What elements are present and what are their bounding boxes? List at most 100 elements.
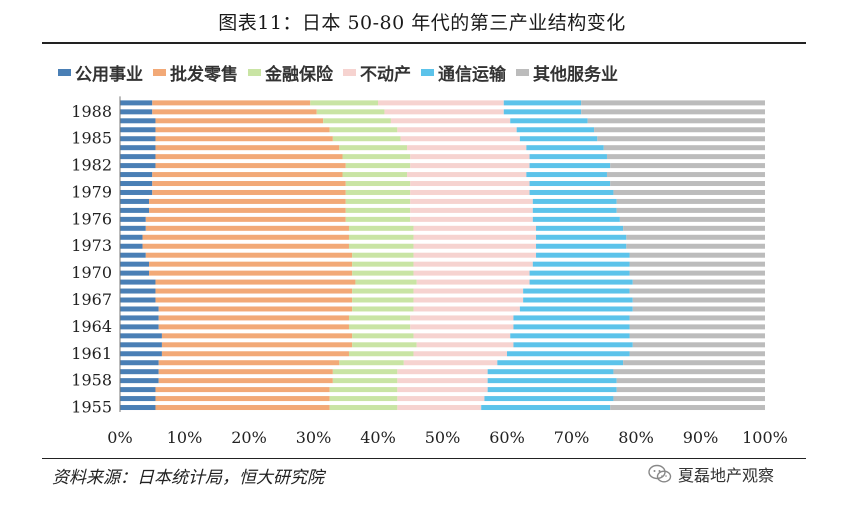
bar-segment [352, 342, 417, 348]
bar-segment [613, 396, 765, 402]
bar-segment [523, 288, 630, 294]
x-tick-label: 90% [683, 428, 719, 447]
bar-segment [507, 351, 630, 357]
bar-segment [416, 279, 530, 285]
bar-segment [149, 261, 353, 267]
bar-segment [155, 118, 324, 124]
bar-segment [626, 234, 765, 240]
bar-segment [158, 306, 353, 312]
bar-segment [120, 198, 150, 204]
bar-segment [120, 163, 156, 169]
bar-segment [158, 378, 333, 384]
bottom-rule [42, 458, 806, 459]
bar-segment [323, 118, 391, 124]
source-note: 资料来源：日本统计局，恒大研究院 [52, 468, 324, 488]
bar-segment [329, 396, 398, 402]
bar-segment [536, 234, 627, 240]
bar-segment [632, 297, 765, 303]
bar-segment [397, 396, 485, 402]
brand-watermark: 夏磊地产观察 [648, 462, 774, 486]
legend-item: 不动产 [343, 60, 411, 85]
bar-segment [348, 351, 414, 357]
bar-segment [513, 315, 630, 321]
bar-segment [529, 154, 607, 160]
bar-segment [519, 136, 598, 142]
bar-segment [484, 396, 614, 402]
legend-swatch [516, 68, 529, 77]
bar-segment [342, 154, 411, 160]
bar-segment [413, 270, 530, 276]
bar-segment [120, 181, 153, 187]
bar-segment [120, 324, 159, 330]
bar-segment [348, 315, 411, 321]
legend-label: 批发零售 [170, 65, 238, 85]
bar-segment [352, 252, 414, 258]
bar-segment [332, 136, 401, 142]
bar-segment [536, 252, 630, 258]
bar-segment [410, 216, 533, 222]
bar-segment [345, 198, 411, 204]
bar-segment [120, 189, 153, 195]
bar-segment [390, 118, 511, 124]
bar-segment [352, 297, 414, 303]
bar-segment [152, 189, 346, 195]
chart-legend: 公用事业 批发零售 金融保险 不动产 通信运输 其他服务业 [58, 60, 618, 85]
bar-segment [513, 342, 633, 348]
bar-segment [155, 396, 330, 402]
bar-segment [629, 351, 765, 357]
bar-segment [529, 279, 633, 285]
bar-segment [120, 270, 150, 276]
bar-segment [120, 216, 146, 222]
bar-segment [503, 109, 582, 115]
bar-segment [536, 225, 624, 231]
bar-segment [526, 172, 607, 178]
bar-segment [629, 324, 765, 330]
y-tick-label: 1967 [71, 290, 112, 309]
bar-segment [594, 127, 765, 133]
bar-segment [629, 288, 765, 294]
bar-segment [155, 279, 356, 285]
bar-segment [410, 207, 533, 213]
bar-segment [120, 243, 143, 249]
bar-segment [152, 172, 343, 178]
bar-segment [120, 351, 162, 357]
bar-segment [397, 405, 482, 411]
x-tick-label: 10% [167, 428, 203, 447]
bar-segment [345, 216, 411, 222]
bar-segment [413, 252, 537, 258]
bar-segment [416, 342, 514, 348]
x-tick-label: 100% [742, 428, 788, 447]
bar-segment [532, 198, 617, 204]
legend-label: 金融保险 [265, 65, 333, 85]
bar-segment [142, 243, 349, 249]
bar-segment [529, 270, 630, 276]
bar-segment [632, 342, 765, 348]
bar-segment [120, 172, 153, 178]
bar-segment [519, 306, 633, 312]
bar-segment [410, 181, 530, 187]
bar-segment [616, 378, 765, 384]
bar-segment [155, 127, 330, 133]
bar-segment [120, 136, 156, 142]
bar-segment [149, 270, 353, 276]
bar-segment [397, 127, 517, 133]
bar-segment [329, 127, 398, 133]
top-rule [42, 42, 806, 44]
bar-segment [161, 342, 353, 348]
y-tick-label: 1976 [71, 209, 112, 228]
bar-segment [120, 333, 162, 339]
bar-segment [120, 279, 156, 285]
bar-segment [510, 333, 630, 339]
bar-segment [623, 225, 765, 231]
legend-swatch [58, 68, 71, 77]
bar-segment [513, 324, 630, 330]
bar-segment [120, 360, 159, 366]
brand-name: 夏磊地产观察 [678, 466, 775, 485]
bar-segment [158, 369, 333, 375]
legend-swatch [421, 68, 434, 77]
legend-item: 通信运输 [421, 60, 506, 85]
bar-segment [532, 261, 630, 267]
bar-segment [610, 405, 765, 411]
bar-segment [603, 145, 765, 151]
bar-segment [616, 207, 765, 213]
